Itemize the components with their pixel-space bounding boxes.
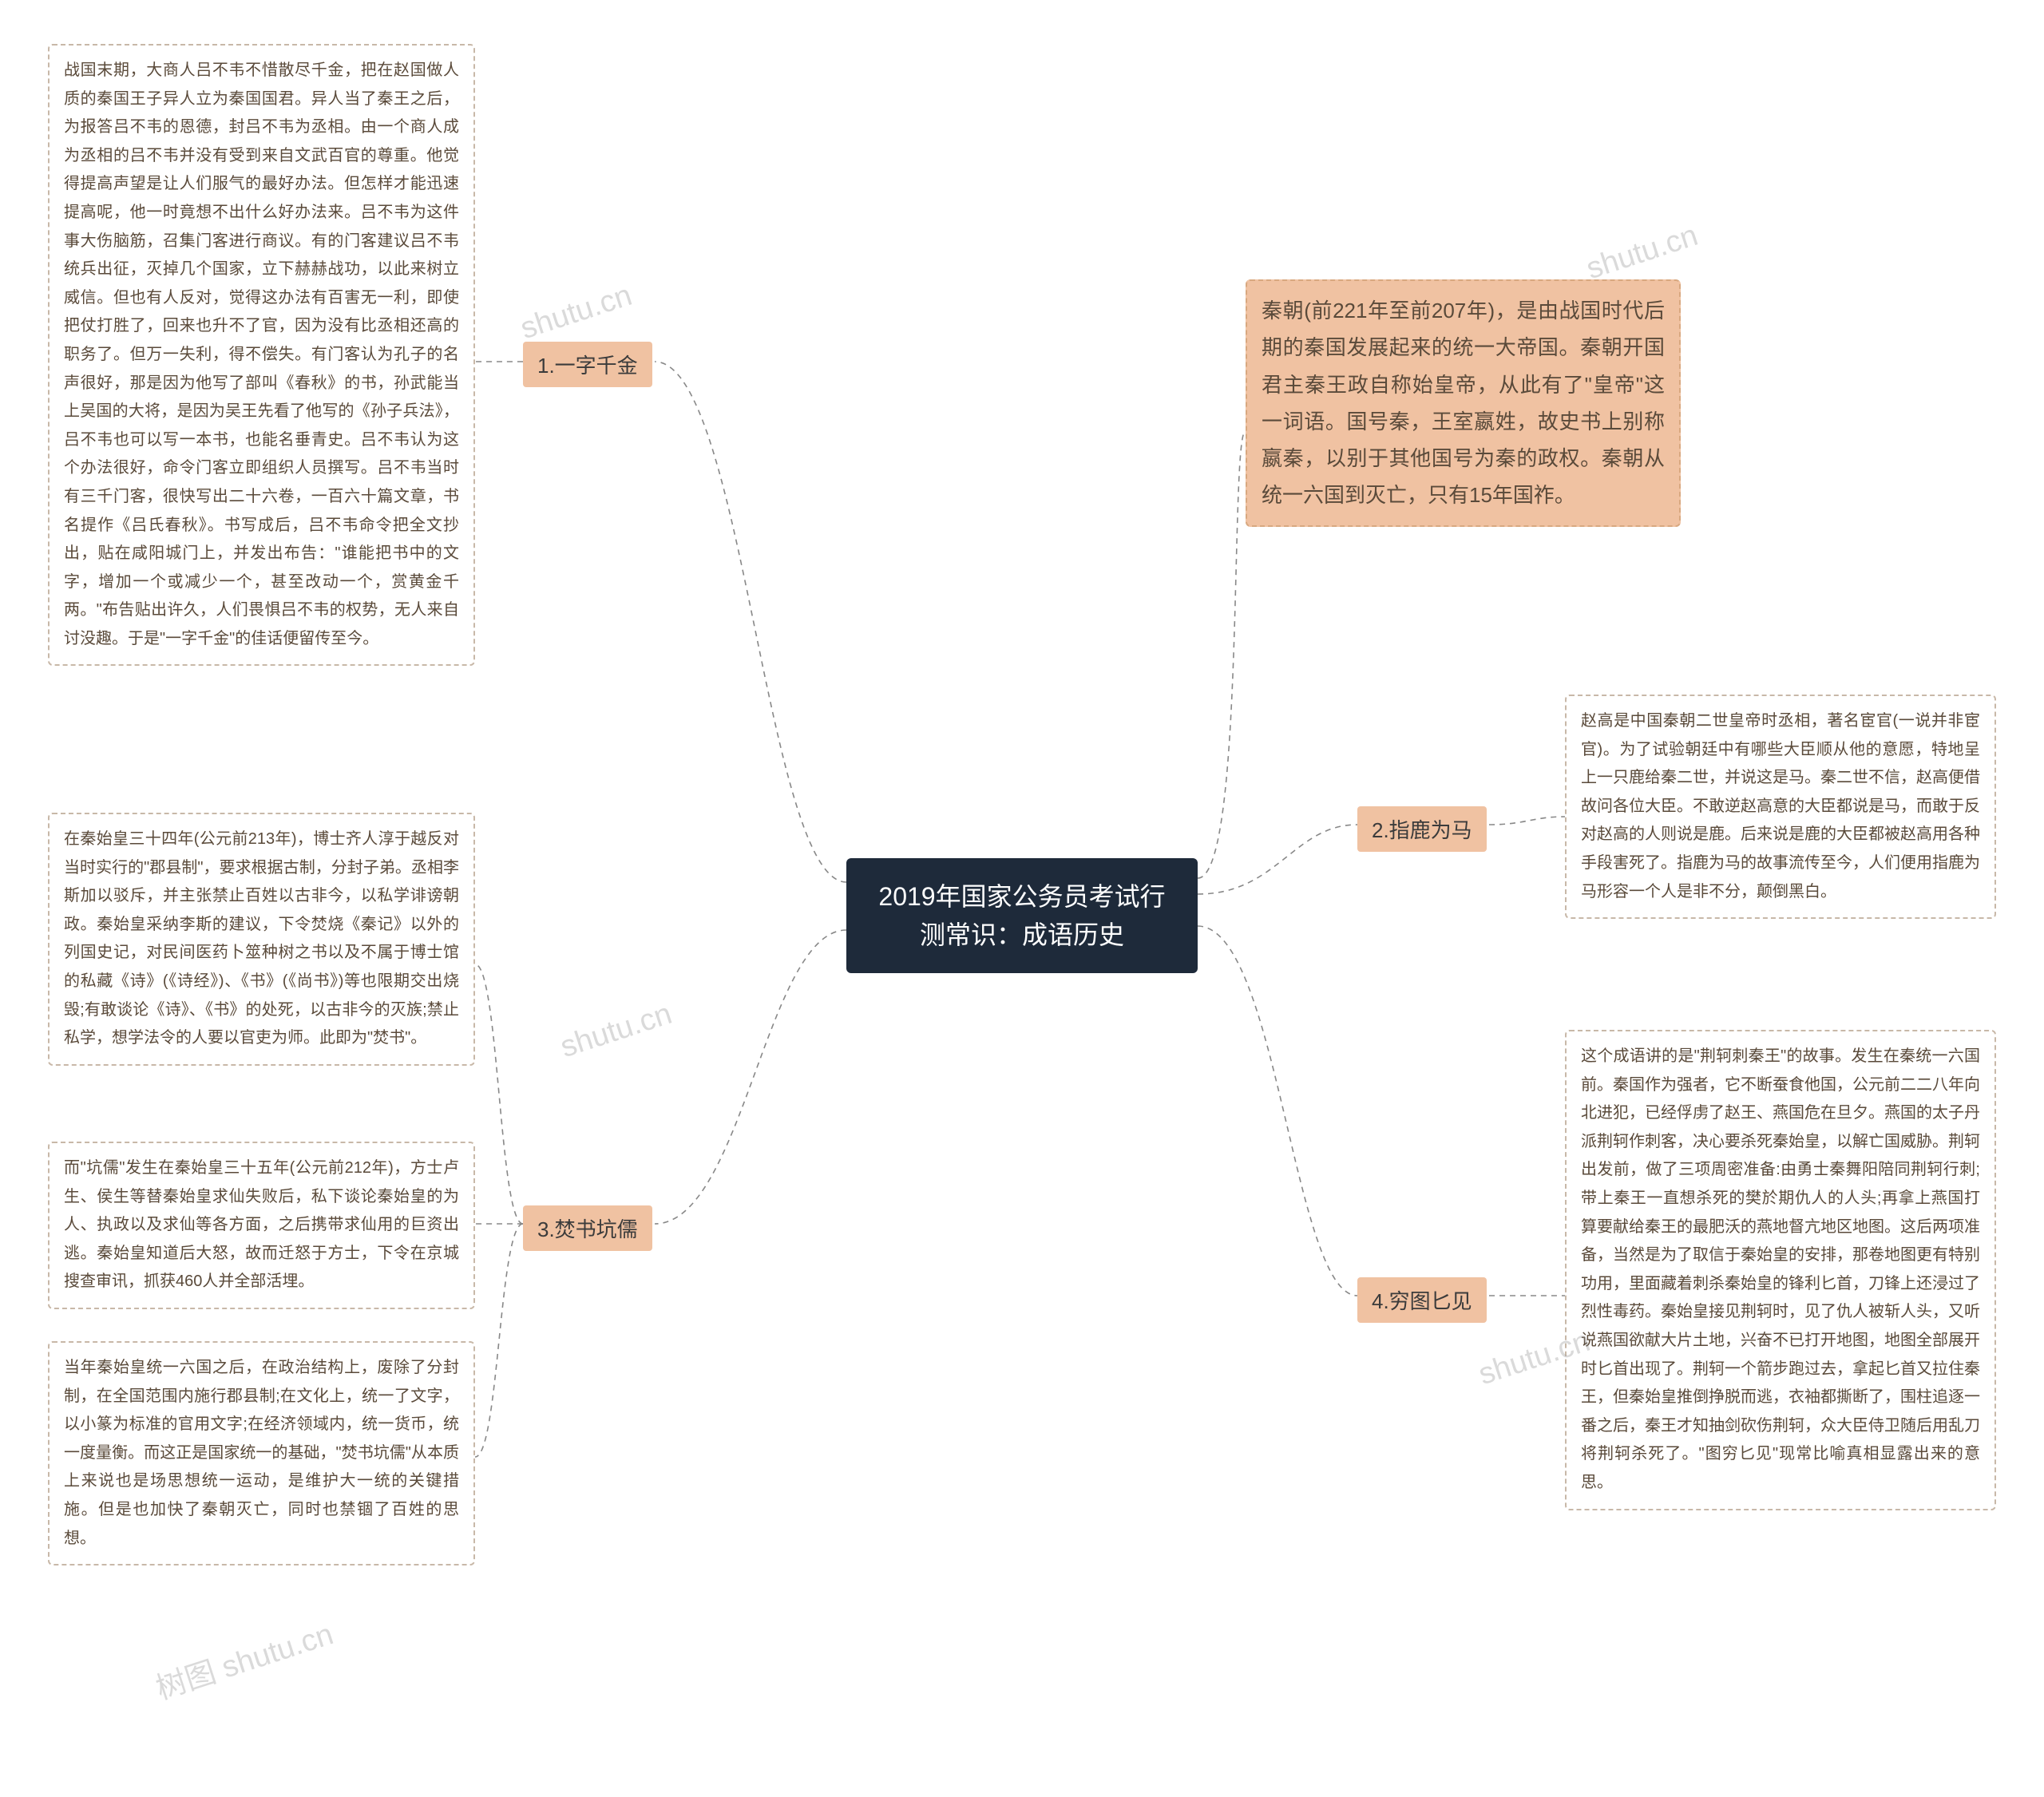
leaf-l3a-text: 在秦始皇三十四年(公元前213年)，博士齐人淳于越反对当时实行的"郡县制"，要求… — [64, 830, 459, 1047]
branch-2-label: 2.指鹿为马 — [1372, 818, 1472, 842]
branch-1-yizi[interactable]: 1.一字千金 — [523, 342, 652, 387]
watermark: shutu.cn — [1583, 219, 1702, 287]
branch-3-fenshu[interactable]: 3.焚书坑儒 — [523, 1205, 652, 1251]
branch-2-zhilu[interactable]: 2.指鹿为马 — [1357, 806, 1487, 852]
leaf-l4-text: 这个成语讲的是"荆轲刺秦王"的故事。发生在秦统一六国前。秦国作为强者，它不断蚕食… — [1581, 1047, 1980, 1491]
leaf-l4-jingke[interactable]: 这个成语讲的是"荆轲刺秦王"的故事。发生在秦统一六国前。秦国作为强者，它不断蚕食… — [1565, 1030, 1996, 1510]
leaf-qin-intro-text: 秦朝(前221年至前207年)，是由战国时代后期的秦国发展起来的统一大帝国。秦朝… — [1262, 299, 1665, 507]
branch-3-label: 3.焚书坑儒 — [537, 1217, 638, 1241]
leaf-l3b-text: 而"坑儒"发生在秦始皇三十五年(公元前212年)，方士卢生、侯生等替秦始皇求仙失… — [64, 1159, 459, 1290]
center-topic[interactable]: 2019年国家公务员考试行 测常识：成语历史 — [846, 858, 1198, 973]
leaf-qin-intro[interactable]: 秦朝(前221年至前207年)，是由战国时代后期的秦国发展起来的统一大帝国。秦朝… — [1246, 279, 1681, 527]
branch-4-label: 4.穷图匕见 — [1372, 1289, 1472, 1313]
leaf-l1-text: 战国末期，大商人吕不韦不惜散尽千金，把在赵国做人质的秦国王子异人立为秦国国君。异… — [64, 61, 459, 647]
leaf-l1-yiziqianjin[interactable]: 战国末期，大商人吕不韦不惜散尽千金，把在赵国做人质的秦国王子异人立为秦国国君。异… — [48, 44, 475, 666]
leaf-l3b-kengru[interactable]: 而"坑儒"发生在秦始皇三十五年(公元前212年)，方士卢生、侯生等替秦始皇求仙失… — [48, 1142, 475, 1309]
watermark: shutu.cn — [517, 279, 636, 346]
leaf-l3c-summary[interactable]: 当年秦始皇统一六国之后，在政治结构上，废除了分封制，在全国范围内施行郡县制;在文… — [48, 1341, 475, 1565]
leaf-l3a-fenshu[interactable]: 在秦始皇三十四年(公元前213年)，博士齐人淳于越反对当时实行的"郡县制"，要求… — [48, 813, 475, 1066]
watermark: shutu.cn — [557, 997, 676, 1065]
watermark: 树图 shutu.cn — [149, 1609, 338, 1708]
leaf-l3c-text: 当年秦始皇统一六国之后，在政治结构上，废除了分封制，在全国范围内施行郡县制;在文… — [64, 1359, 459, 1547]
branch-1-label: 1.一字千金 — [537, 354, 638, 378]
leaf-l2-text: 赵高是中国秦朝二世皇帝时丞相，著名宦官(一说并非宦官)。为了试验朝廷中有哪些大臣… — [1581, 712, 1980, 900]
center-line2: 测常识：成语历史 — [920, 920, 1124, 949]
leaf-l2-zhiluweima[interactable]: 赵高是中国秦朝二世皇帝时丞相，著名宦官(一说并非宦官)。为了试验朝廷中有哪些大臣… — [1565, 695, 1996, 919]
mindmap-canvas: 2019年国家公务员考试行 测常识：成语历史 1.一字千金 2.指鹿为马 3.焚… — [0, 0, 2044, 1797]
branch-4-qiongtu[interactable]: 4.穷图匕见 — [1357, 1277, 1487, 1323]
center-line1: 2019年国家公务员考试行 — [878, 882, 1165, 911]
